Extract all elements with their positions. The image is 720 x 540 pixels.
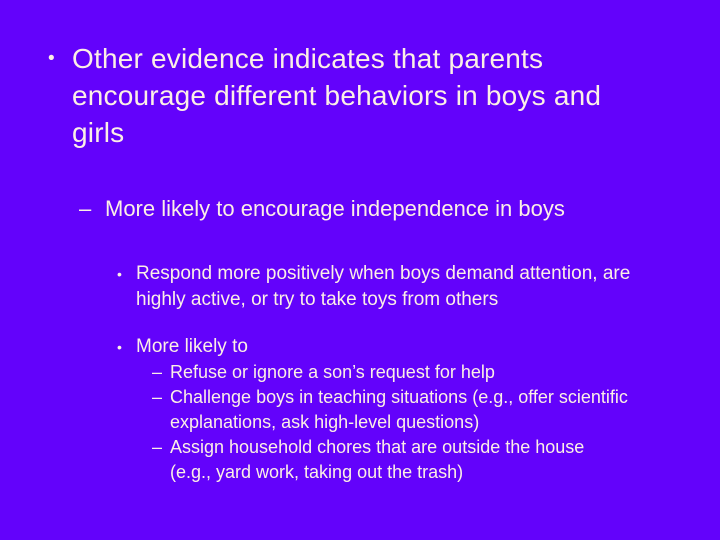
bullet-text: More likely to encourage independence in…: [105, 196, 565, 221]
bullet-item-main-title: • Other evidence indicates that parents …: [48, 40, 702, 151]
bullet-item-challenge-boys: – Challenge boys in teaching situations …: [152, 385, 702, 435]
bullet-item-respond-positively: • Respond more positively when boys dema…: [117, 261, 702, 313]
bullet-item-assign-chores: – Assign household chores that are outsi…: [152, 435, 702, 485]
bullet-text: Other evidence indicates that parents en…: [72, 43, 602, 148]
bullet-text: Refuse or ignore a son’s request for hel…: [170, 362, 495, 382]
bullet-dot-icon: •: [117, 339, 122, 355]
bullet-text: Assign household chores that are outside…: [170, 437, 585, 482]
bullet-item-independence: – More likely to encourage independence …: [79, 194, 702, 223]
bullet-item-more-likely-to: • More likely to: [117, 334, 702, 360]
dash-marker-icon: –: [79, 196, 92, 221]
bullet-text: More likely to: [136, 336, 248, 357]
dash-marker-icon: –: [152, 437, 163, 457]
bullet-text: Challenge boys in teaching situations (e…: [170, 387, 628, 432]
dash-marker-icon: –: [152, 387, 163, 407]
dash-marker-icon: –: [152, 362, 163, 382]
bullet-text: Respond more positively when boys demand…: [136, 263, 631, 310]
bullet-item-refuse-ignore: – Refuse or ignore a son’s request for h…: [152, 360, 702, 385]
bullet-dot-icon: •: [48, 48, 55, 69]
bullet-dot-icon: •: [117, 266, 122, 282]
